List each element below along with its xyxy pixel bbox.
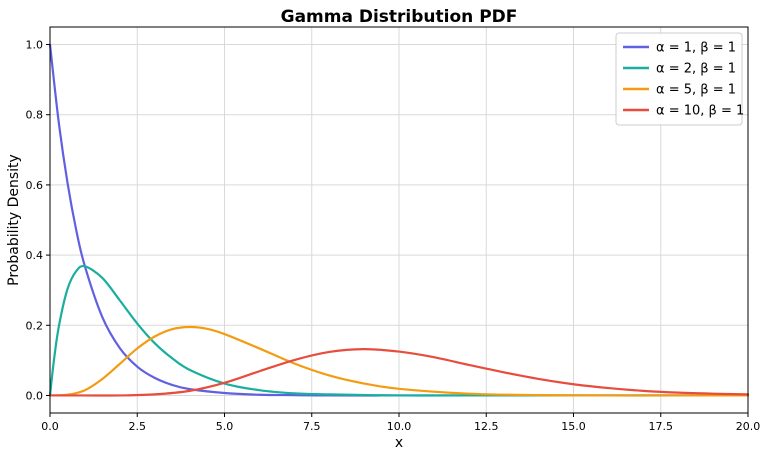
legend: α = 1, β = 1 α = 2, β = 1 α = 5, β = 1 α = … (615, 32, 744, 126)
x-tick-label: 7.5 (303, 420, 321, 433)
x-tick-label: 2.5 (129, 420, 147, 433)
series-line-2 (48, 264, 750, 397)
x-tick-label: 20.0 (736, 420, 761, 433)
ticks: 0.0 2.5 5.0 7.5 10.0 12.5 15.0 17.5 20.0 0.0 0.2 0.… (26, 39, 761, 433)
legend-box (615, 32, 743, 126)
legend-label: α = 10, β = 1 (656, 104, 744, 119)
x-tick-label: 17.5 (649, 420, 674, 433)
series-line-4 (48, 348, 750, 397)
y-tick-label: 0.2 (26, 319, 44, 332)
x-tick-label: 0.0 (41, 420, 59, 433)
y-axis-label: Probability Density (6, 154, 22, 286)
series-line-3 (48, 325, 750, 397)
x-tick-label: 10.0 (387, 420, 412, 433)
chart-title: Gamma Distribution PDF (281, 7, 518, 27)
x-tick-label: 12.5 (474, 420, 499, 433)
x-tick-label: 5.0 (216, 420, 234, 433)
x-tick-label: 15.0 (561, 420, 586, 433)
legend-label: α = 5, β = 1 (656, 83, 736, 98)
legend-label: α = 1, β = 1 (656, 41, 736, 56)
legend-label: α = 2, β = 1 (656, 62, 736, 77)
y-tick-label: 1.0 (26, 39, 44, 52)
x-axis-label: x (395, 435, 403, 451)
y-tick-label: 0.6 (26, 179, 44, 192)
series-layer (48, 43, 750, 397)
y-tick-label: 0.4 (26, 249, 44, 262)
y-tick-label: 0.0 (26, 389, 44, 402)
y-tick-label: 0.8 (26, 109, 44, 122)
